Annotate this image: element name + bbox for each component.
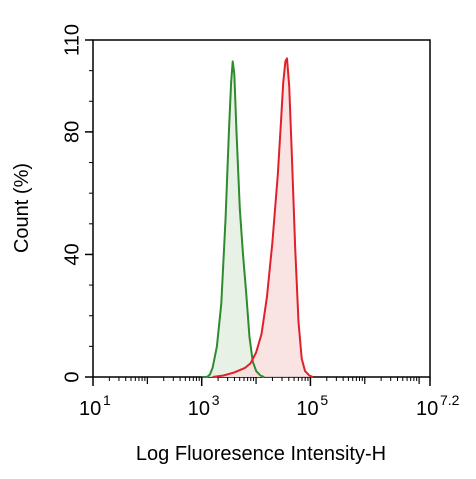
series-layer: [201, 57, 314, 378]
series-2-line: [212, 57, 314, 378]
x-axis: 10 1 10 3 10 5 10 7.2: [79, 377, 460, 420]
series-1-fill: [201, 61, 265, 378]
x-tick-label: 10: [296, 398, 318, 420]
x-tick-exponent: 7.2: [440, 392, 460, 408]
y-axis: 0 40 80 110: [61, 24, 93, 383]
series-1-line: [201, 60, 265, 378]
series-2-fill: [212, 58, 314, 378]
x-tick-label: 10: [188, 398, 210, 420]
x-tick-exponent: 5: [320, 392, 328, 408]
y-tick-label: 40: [61, 243, 83, 265]
plot-frame: [92, 39, 431, 378]
y-tick-label: 0: [61, 371, 83, 382]
y-tick-label: 110: [61, 24, 83, 56]
x-tick-exponent: 3: [212, 392, 220, 408]
x-tick-label: 10: [79, 398, 101, 420]
y-tick-label: 80: [61, 121, 83, 143]
y-axis-title: Count (%): [11, 163, 33, 253]
x-axis-title: Log Fluoresence Intensity-H: [136, 443, 386, 465]
x-tick-exponent: 1: [103, 392, 111, 408]
x-tick-label: 10: [416, 398, 438, 420]
